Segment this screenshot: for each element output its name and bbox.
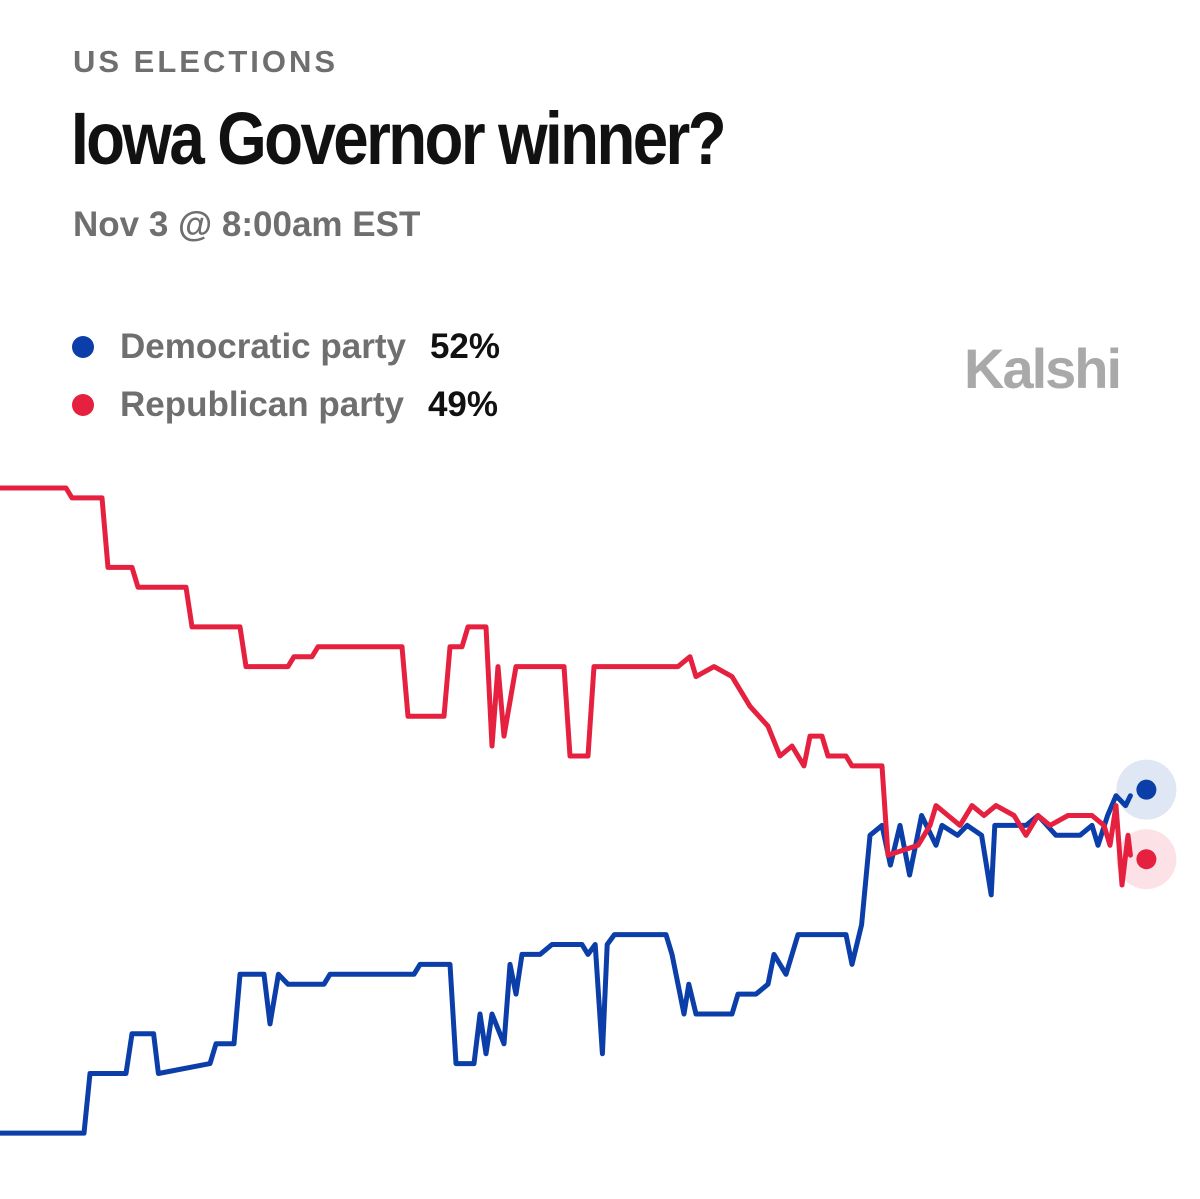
- legend-item-democratic: Democratic party 52%: [72, 318, 500, 376]
- democratic-dot-icon: [72, 336, 94, 358]
- category-label: US ELECTIONS: [73, 44, 339, 79]
- legend-value: 49%: [427, 385, 499, 424]
- legend-item-republican: Republican party 49%: [72, 376, 500, 434]
- legend-name: Democratic party: [120, 327, 406, 366]
- legend-value: 52%: [429, 327, 501, 366]
- end-marker-democratic: [1136, 779, 1157, 800]
- legend: Democratic party 52% Republican party 49…: [72, 318, 500, 434]
- end-marker-republican: [1136, 849, 1157, 870]
- timestamp: Nov 3 @ 8:00am EST: [73, 205, 421, 244]
- page-title: Iowa Governor winner?: [71, 97, 727, 180]
- series-line-republican: [0, 485, 1133, 888]
- republican-dot-icon: [72, 394, 94, 416]
- legend-name: Republican party: [120, 385, 404, 424]
- series-line-democratic: [0, 793, 1133, 1136]
- kalshi-logo: Kalshi: [964, 337, 1122, 400]
